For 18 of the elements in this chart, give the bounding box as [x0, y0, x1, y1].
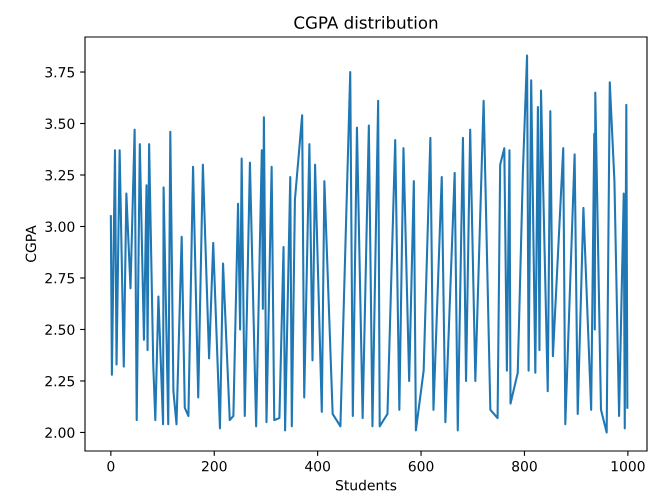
line-series: [110, 54, 628, 434]
y-tick-label: 2.25: [45, 376, 74, 386]
x-axis-title: Students: [336, 480, 396, 490]
x-tick-label: 1000: [612, 460, 645, 472]
y-tick-label: 3.50: [45, 118, 74, 129]
x-tick-label: 600: [408, 460, 434, 472]
x-tick-label: 200: [202, 460, 227, 472]
y-tick-label: 3.25: [45, 170, 74, 180]
x-tick-label: 800: [512, 460, 537, 472]
y-tick-label: 2.50: [45, 324, 74, 335]
y-tick-label: 3.75: [45, 66, 74, 78]
y-tick-label: 3.00: [45, 221, 74, 232]
y-tick-label: 2.75: [45, 272, 74, 284]
y-tick-label: 2.00: [45, 427, 74, 438]
y-axis-title: CGPA: [26, 225, 36, 262]
x-tick-label: 0: [107, 460, 114, 472]
x-tick-label: 400: [305, 460, 330, 472]
chart-title: CGPA distribution: [294, 16, 438, 29]
